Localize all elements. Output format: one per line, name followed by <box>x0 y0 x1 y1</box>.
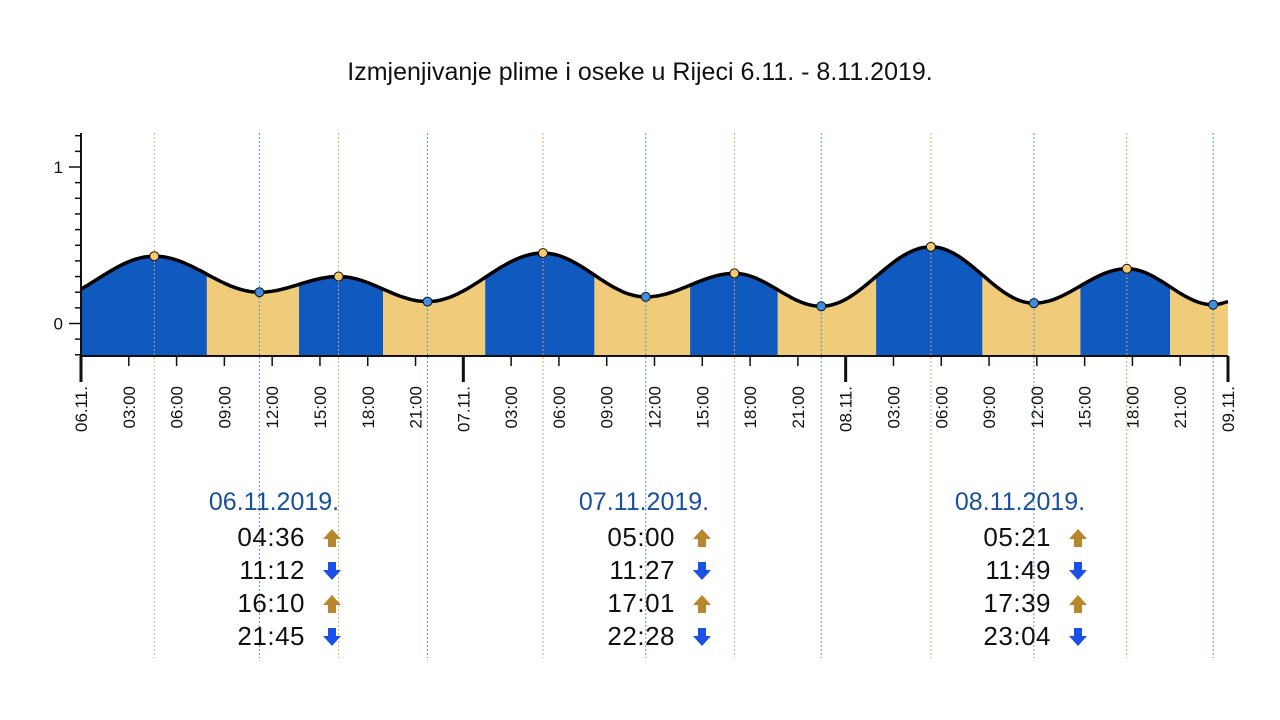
tide-band-rising <box>876 246 983 356</box>
x-tick-label: 03:00 <box>502 386 521 429</box>
tide-event-time: 05:21 <box>983 522 1051 552</box>
x-tick-label: 06.11. <box>72 386 91 432</box>
x-tick-label: 06:00 <box>550 386 569 429</box>
tide-band-falling <box>383 277 486 356</box>
arrow-up-icon <box>693 594 711 613</box>
tide-event-time: 17:01 <box>607 588 675 618</box>
arrow-up-icon <box>693 528 711 547</box>
x-tick-label: 18:00 <box>359 386 378 429</box>
arrow-up-icon <box>323 594 341 613</box>
tide-band-falling <box>594 275 691 356</box>
high-tide-point <box>333 271 344 282</box>
day-table-1: 07.11.2019. 05:00 11:27 17:01 22:28 <box>534 488 754 653</box>
y-tick-label: 0 <box>54 315 63 334</box>
x-tick-label: 12:00 <box>1028 386 1047 429</box>
low-tide-point <box>640 291 651 302</box>
tide-event-time: 04:36 <box>237 522 305 552</box>
tide-band-rising <box>1080 268 1170 356</box>
x-tick-label: 09.11. <box>1219 386 1238 432</box>
high-tide-point <box>149 251 160 262</box>
x-tick-label: 08.11. <box>837 386 856 432</box>
tide-band-rising <box>485 253 595 356</box>
y-tick-label: 1 <box>54 158 63 177</box>
tide-band-falling <box>206 274 299 356</box>
tide-event-row: 22:28 <box>534 620 754 653</box>
arrow-down-icon <box>323 561 341 580</box>
low-tide-point <box>1028 298 1039 309</box>
x-tick-label: 18:00 <box>741 386 760 429</box>
low-tide-point <box>254 287 265 298</box>
day-date: 07.11.2019. <box>578 488 710 516</box>
low-tide-point <box>422 296 433 307</box>
arrow-down-icon <box>1069 561 1087 580</box>
x-tick-label: 21:00 <box>407 386 426 429</box>
arrow-down-icon <box>693 561 711 580</box>
tide-event-row: 11:12 <box>164 554 384 587</box>
tide-event-row: 04:36 <box>164 521 384 554</box>
x-tick-label: 03:00 <box>884 386 903 429</box>
x-tick-label: 21:00 <box>789 386 808 429</box>
high-tide-point <box>1121 263 1132 274</box>
tide-event-row: 05:21 <box>910 521 1130 554</box>
x-tick-label: 15:00 <box>311 386 330 429</box>
tide-event-row: 23:04 <box>910 620 1130 653</box>
tide-band-falling <box>1170 286 1228 356</box>
day-table-0: 06.11.2019. 04:36 11:12 16:10 21:45 <box>164 488 384 653</box>
tide-event-row: 05:00 <box>534 521 754 554</box>
tide-event-row: 11:27 <box>534 554 754 587</box>
x-tick-label: 09:00 <box>215 386 234 429</box>
tide-event-row: 16:10 <box>164 587 384 620</box>
high-tide-point <box>537 248 548 259</box>
tide-event-time: 11:12 <box>239 555 305 585</box>
tide-event-time: 17:39 <box>983 588 1051 618</box>
high-tide-point <box>729 268 740 279</box>
x-tick-label: 03:00 <box>120 386 139 429</box>
tide-event-time: 21:45 <box>237 621 305 651</box>
x-tick-label: 06:00 <box>168 386 187 429</box>
arrow-up-icon <box>323 528 341 547</box>
high-tide-point <box>925 241 936 252</box>
x-tick-label: 07.11. <box>454 386 473 432</box>
x-tick-label: 15:00 <box>693 386 712 429</box>
x-tick-label: 12:00 <box>263 386 282 429</box>
x-tick-label: 21:00 <box>1171 386 1190 429</box>
tide-event-time: 05:00 <box>607 522 675 552</box>
x-tick-label: 15:00 <box>1076 386 1095 429</box>
arrow-down-icon <box>323 627 341 646</box>
x-tick-label: 18:00 <box>1123 386 1142 429</box>
tide-event-time: 11:49 <box>985 555 1051 585</box>
x-tick-label: 12:00 <box>646 386 665 429</box>
tide-band-rising <box>81 256 207 356</box>
tide-event-time: 22:28 <box>607 621 675 651</box>
arrow-up-icon <box>1069 528 1087 547</box>
tide-event-time: 11:27 <box>609 555 675 585</box>
tide-event-row: 17:39 <box>910 587 1130 620</box>
tide-event-row: 11:49 <box>910 554 1130 587</box>
arrow-down-icon <box>693 627 711 646</box>
tide-event-row: 21:45 <box>164 620 384 653</box>
x-tick-label: 09:00 <box>598 386 617 429</box>
tide-event-row: 17:01 <box>534 587 754 620</box>
arrow-down-icon <box>1069 627 1087 646</box>
tide-event-time: 16:10 <box>237 588 305 618</box>
x-tick-label: 06:00 <box>932 386 951 429</box>
day-table-2: 08.11.2019. 05:21 11:49 17:39 23:04 <box>910 488 1130 653</box>
chart-title: Izmjenjivanje plime i oseke u Rijeci 6.1… <box>347 58 933 86</box>
day-date: 06.11.2019. <box>208 488 340 516</box>
tide-band-rising <box>299 276 383 356</box>
x-tick-label: 09:00 <box>980 386 999 429</box>
day-date: 08.11.2019. <box>954 488 1086 516</box>
arrow-up-icon <box>1069 594 1087 613</box>
low-tide-point <box>1208 299 1219 310</box>
tide-event-time: 23:04 <box>983 621 1051 651</box>
low-tide-point <box>816 301 827 312</box>
